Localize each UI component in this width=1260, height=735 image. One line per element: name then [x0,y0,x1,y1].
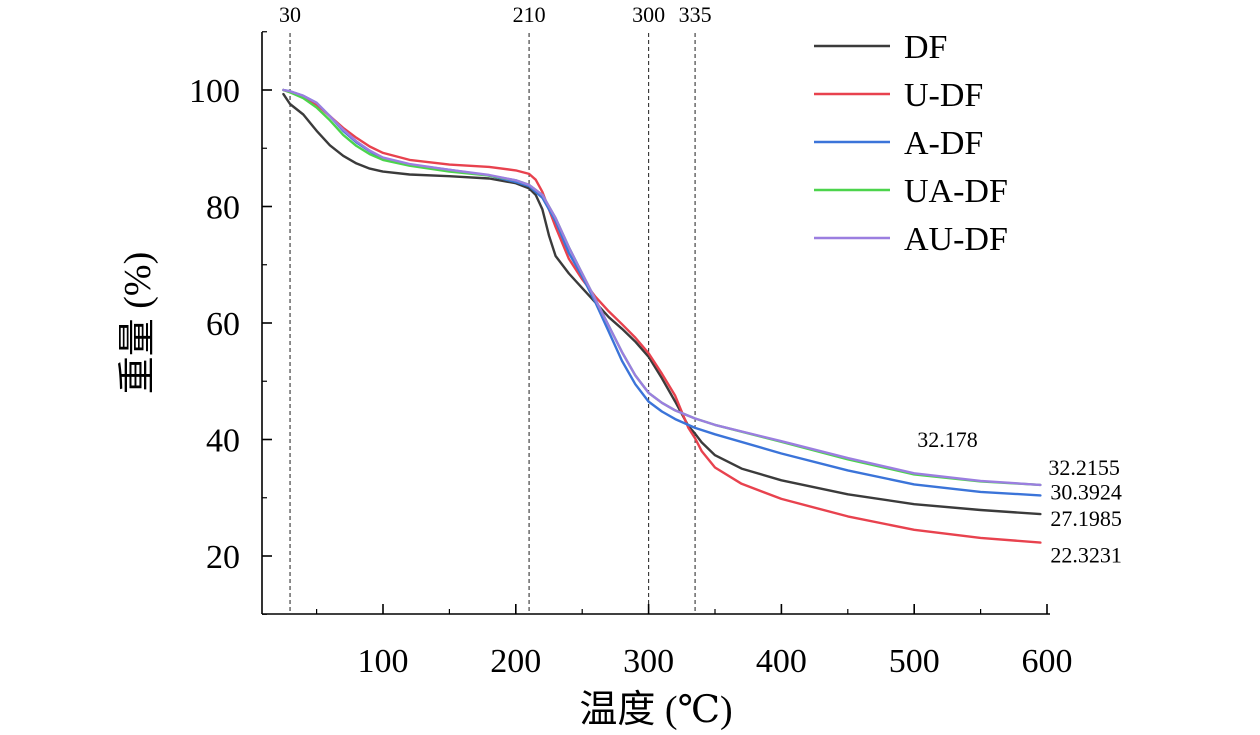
series-line-u-df [282,88,1042,544]
legend-label: UA-DF [904,173,1008,210]
legend-label: AU-DF [904,221,1008,258]
series-line-au-df [282,88,1042,487]
reference-line-label: 210 [513,2,546,27]
y-tick-label: 60 [206,306,240,343]
tick-labels: 100 200 300 400 500 600 20 40 60 80 100 [189,73,1073,680]
reference-line-labels: 30 210 300 335 [279,2,712,27]
end-value-label: 27.1985 [1050,506,1122,531]
x-tick-label: 500 [889,643,940,680]
x-axis-title: 温度 (℃) [579,689,732,731]
x-tick-label: 300 [623,643,674,680]
reference-line-label: 335 [679,2,712,27]
x-tick-label: 200 [490,643,541,680]
axes [261,32,1050,615]
reference-lines [289,33,696,613]
end-value-label: 32.178 [917,427,978,452]
y-tick-label: 80 [206,190,240,227]
series-lines [282,88,1042,544]
ticks [262,31,1048,615]
end-value-label: 22.3231 [1050,542,1122,567]
end-value-label: 32.2155 [1048,455,1120,480]
reference-line-label: 30 [279,2,301,27]
y-tick-label: 40 [206,423,240,460]
x-tick-label: 400 [756,643,807,680]
legend-label: A-DF [904,125,983,162]
y-axis-title: 重量 (%) [117,252,159,394]
legend-label: U-DF [904,77,983,114]
y-tick-label: 100 [189,73,240,110]
legend-label: DF [904,29,947,66]
legend: DF U-DF A-DF UA-DF AU-DF [814,29,1008,258]
x-tick-label: 100 [358,643,409,680]
reference-line-label: 300 [632,2,665,27]
y-tick-label: 20 [206,539,240,576]
end-value-label: 30.3924 [1050,479,1122,504]
x-tick-label: 600 [1022,643,1073,680]
series-line-df [282,92,1042,516]
